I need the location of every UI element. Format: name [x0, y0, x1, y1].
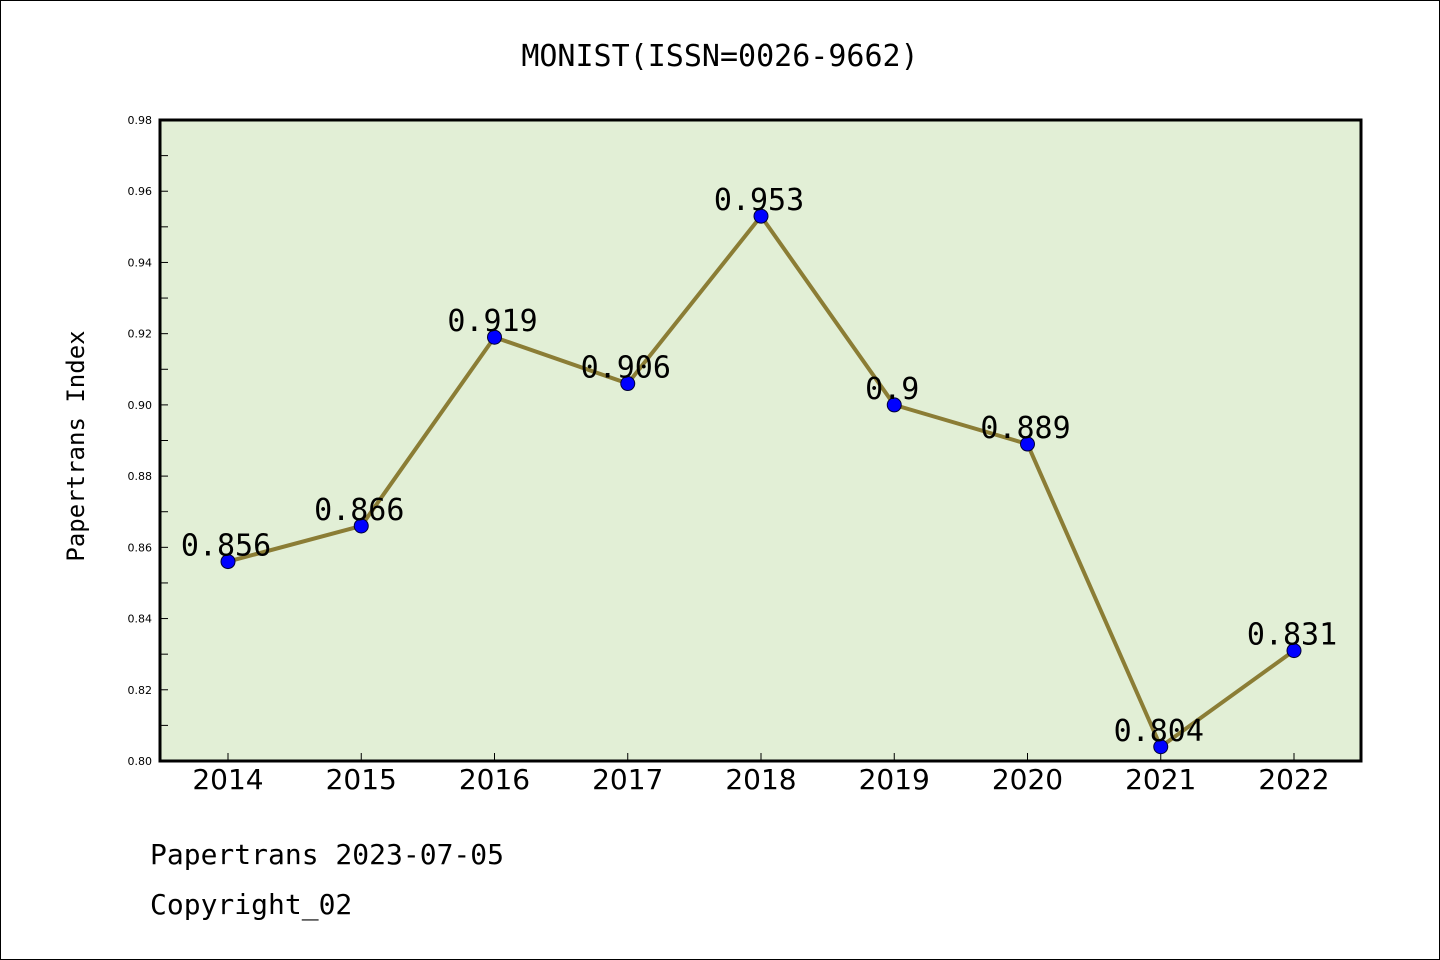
footer-date: Papertrans 2023-07-05	[150, 838, 504, 871]
data-point	[220, 554, 236, 570]
y-tick-label: 0.92	[128, 328, 153, 341]
data-label: 0.9	[865, 372, 919, 407]
plot-area	[158, 118, 1363, 763]
y-tick-label: 0.82	[128, 684, 153, 697]
data-label: 0.889	[980, 411, 1070, 446]
footer-copyright: Copyright_02	[150, 888, 352, 922]
data-point	[886, 397, 902, 413]
y-tick-label: 0.94	[128, 256, 153, 269]
markers-group	[220, 208, 1302, 755]
x-tick-label: 2014	[192, 763, 263, 796]
x-axis: 2014 2015 2016 2017 2018 2019 2020 2021 2022	[192, 753, 1330, 796]
y-tick-label: 0.96	[128, 185, 153, 198]
y-tick-label: 0.98	[128, 114, 153, 127]
x-tick-label: 2016	[459, 763, 530, 796]
y-tick-label: 0.86	[128, 541, 153, 554]
x-tick-label: 2021	[1125, 763, 1196, 796]
data-point	[620, 376, 636, 392]
data-labels-group: 0.856 0.866 0.919 0.906 0.953 0.9 0.889 0.804 0.…	[181, 183, 1337, 749]
chart-title: MONIST(ISSN=0026-9662)	[521, 39, 918, 74]
data-label: 0.804	[1114, 714, 1204, 749]
x-tick-label: 2019	[859, 763, 930, 796]
y-tick-label: 0.80	[128, 755, 153, 768]
y-axis-label: Papertrans Index	[62, 330, 90, 561]
data-label: 0.856	[181, 529, 271, 564]
data-point	[1020, 436, 1035, 452]
data-label: 0.906	[581, 351, 671, 386]
x-tick-label: 2022	[1258, 763, 1329, 796]
data-point	[1153, 739, 1169, 755]
data-point	[1286, 643, 1302, 659]
data-point	[753, 208, 769, 224]
y-tick-label: 0.88	[128, 470, 153, 483]
x-tick-label: 2020	[992, 763, 1063, 796]
data-point	[487, 329, 502, 345]
data-label: 0.866	[314, 493, 404, 528]
x-tick-label: 2017	[592, 763, 663, 796]
data-point	[353, 518, 369, 534]
x-tick-label: 2018	[725, 763, 796, 796]
data-label: 0.831	[1247, 618, 1337, 653]
data-label: 0.953	[714, 183, 804, 218]
x-tick-label: 2015	[326, 763, 397, 796]
data-label: 0.919	[447, 304, 537, 339]
y-tick-label: 0.90	[128, 399, 153, 412]
y-axis: 0.80 0.82 0.84 0.86 0.88 0.90 0.92 0.94 0.96 0.98	[128, 114, 168, 768]
y-tick-label: 0.84	[128, 613, 153, 626]
